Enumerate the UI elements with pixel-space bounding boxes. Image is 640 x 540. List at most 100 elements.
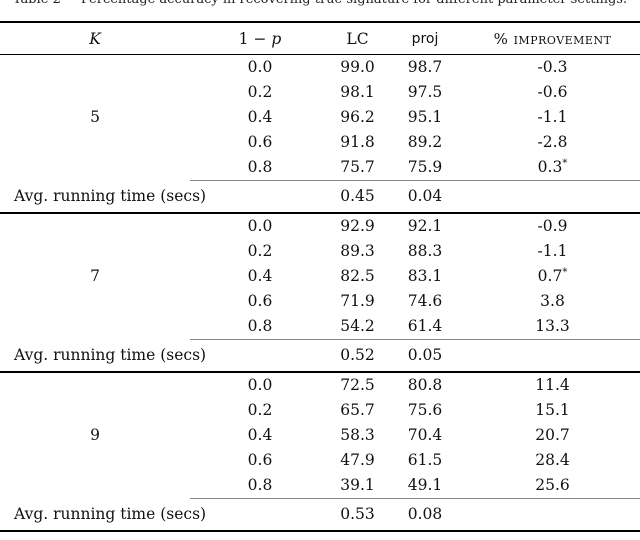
proj-value-cell: 89.2	[407, 132, 443, 151]
table-header-row: K 1 − p LC proj % improvement	[0, 22, 640, 55]
avg-runtime-row: Avg. running time (secs) 0.53 0.08	[0, 498, 640, 532]
avg-runtime-row: Avg. running time (secs) 0.45 0.04	[0, 180, 640, 214]
improvement-value-cell: 15.1	[535, 400, 570, 419]
improvement-value-cell: 0.7*	[537, 266, 568, 285]
improvement-value-cell: 13.3	[535, 316, 570, 335]
k-group-9-avg: Avg. running time (secs) 0.53 0.08	[0, 498, 640, 532]
avg-runtime-row: Avg. running time (secs) 0.52 0.05	[0, 339, 640, 373]
empty-cell	[190, 339, 330, 373]
significance-star: *	[562, 266, 568, 278]
avg-runtime-label: Avg. running time (secs)	[0, 498, 206, 532]
sparsity-cell: 0.8	[247, 316, 273, 335]
proj-value-cell: 49.1	[407, 475, 443, 494]
k-group-9-rows: 9 0.0 72.5 80.8 11.4 0.2 65.7 75.6 15.1 0.4 58.3 70…	[0, 372, 640, 499]
k-value-cell: 7	[90, 267, 100, 285]
lc-value-cell: 58.3	[340, 425, 375, 444]
data-row: 0.4 58.3 70.4 20.7	[0, 423, 640, 448]
sparsity-cell: 0.4	[247, 107, 273, 126]
avg-lc-value: 0.53	[330, 498, 385, 532]
col-header-k: K	[0, 22, 190, 55]
proj-value-cell: 97.5	[407, 82, 443, 101]
avg-proj-value: 0.05	[385, 339, 465, 373]
improvement-value-cell: 20.7	[535, 425, 570, 444]
improvement-value-cell: -0.3	[537, 57, 568, 76]
significance-star: *	[562, 157, 568, 169]
lc-value-cell: 65.7	[340, 400, 375, 419]
table-number: Table 2	[13, 0, 61, 7]
proj-value-cell: 98.7	[407, 57, 443, 76]
k-group-7-avg: Avg. running time (secs) 0.52 0.05	[0, 339, 640, 373]
sparsity-cell: 0.2	[247, 400, 273, 419]
proj-value-cell: 74.6	[407, 291, 443, 310]
data-row: 0.6 71.9 74.6 3.8	[0, 289, 640, 314]
data-row: 0.2 98.1 97.5 -0.6	[0, 80, 640, 105]
improvement-value-cell: 0.3*	[537, 157, 568, 176]
sparsity-cell: 0.6	[247, 450, 273, 469]
table-caption: Table 2 Percentage accuracy in recovering…	[0, 0, 640, 7]
proj-value-cell: 88.3	[407, 241, 443, 260]
data-row: 0.4 96.2 95.1 -1.1	[0, 105, 640, 130]
improvement-value-cell: 3.8	[540, 291, 565, 310]
data-row: 0.2 89.3 88.3 -1.1	[0, 239, 640, 264]
sparsity-cell: 0.0	[247, 375, 273, 394]
k-value-cell: 5	[90, 108, 100, 126]
proj-value-cell: 61.5	[407, 450, 443, 469]
improvement-value-cell: -2.8	[537, 132, 568, 151]
data-row: 9 0.0 72.5 80.8 11.4	[0, 372, 640, 443]
data-row: 0.8 54.2 61.4 13.3	[0, 314, 640, 340]
data-row: 0.6 47.9 61.5 28.4	[0, 448, 640, 473]
lc-value-cell: 47.9	[340, 450, 375, 469]
results-table: K 1 − p LC proj % improvement 5 0.0 99.0 98…	[0, 21, 640, 532]
proj-value-cell: 61.4	[407, 316, 443, 335]
data-row: 0.8 75.7 75.9 0.3*	[0, 155, 640, 181]
lc-value-cell: 91.8	[340, 132, 375, 151]
lc-value-cell: 96.2	[340, 107, 375, 126]
data-row: 0.6 91.8 89.2 -2.8	[0, 130, 640, 155]
data-row: 5 0.0 99.0 98.7 -0.3	[0, 55, 640, 125]
empty-cell	[190, 498, 330, 532]
proj-value-cell: 83.1	[407, 266, 443, 285]
k-group-5-rows: 5 0.0 99.0 98.7 -0.3 0.2 98.1 97.5 -0.6 0.4 96.2 95…	[0, 55, 640, 181]
empty-cell	[190, 180, 330, 214]
lc-value-cell: 92.9	[340, 216, 375, 235]
proj-value-cell: 80.8	[407, 375, 443, 394]
sparsity-cell: 0.0	[247, 216, 273, 235]
proj-value-cell: 75.9	[407, 157, 443, 176]
data-row: 7 0.0 92.9 92.1 -0.9	[0, 213, 640, 284]
sparsity-cell: 0.0	[247, 57, 273, 76]
lc-value-cell: 98.1	[340, 82, 375, 101]
sparsity-cell: 0.6	[247, 291, 273, 310]
data-row: 0.2 65.7 75.6 15.1	[0, 398, 640, 423]
empty-cell	[465, 498, 640, 532]
avg-proj-value: 0.04	[385, 180, 465, 214]
improvement-value-cell: 28.4	[535, 450, 570, 469]
sparsity-cell: 0.2	[247, 241, 273, 260]
improvement-value-cell: 25.6	[535, 475, 570, 494]
lc-value-cell: 75.7	[340, 157, 375, 176]
empty-cell	[465, 339, 640, 373]
lc-value-cell: 71.9	[340, 291, 375, 310]
proj-value-cell: 75.6	[407, 400, 443, 419]
improvement-value-cell: -0.6	[537, 82, 568, 101]
data-row: 0.4 82.5 83.1 0.7*	[0, 264, 640, 289]
avg-proj-value: 0.08	[385, 498, 465, 532]
sparsity-cell: 0.4	[247, 425, 273, 444]
lc-value-cell: 89.3	[340, 241, 375, 260]
col-header-improvement: % improvement	[465, 22, 640, 55]
avg-runtime-label: Avg. running time (secs)	[0, 180, 206, 214]
avg-runtime-label: Avg. running time (secs)	[0, 339, 206, 373]
sparsity-cell: 0.8	[247, 475, 273, 494]
lc-value-cell: 82.5	[340, 266, 375, 285]
empty-cell	[465, 180, 640, 214]
improvement-value-cell: -1.1	[537, 241, 568, 260]
k-group-7-rows: 7 0.0 92.9 92.1 -0.9 0.2 89.3 88.3 -1.1 0.4 82.5 83…	[0, 213, 640, 340]
k-group-5-avg: Avg. running time (secs) 0.45 0.04	[0, 180, 640, 214]
proj-value-cell: 95.1	[407, 107, 443, 126]
sparsity-cell: 0.4	[247, 266, 273, 285]
improvement-value-cell: -0.9	[537, 216, 568, 235]
lc-value-cell: 72.5	[340, 375, 375, 394]
col-header-lc: LC	[330, 22, 385, 55]
proj-value-cell: 92.1	[407, 216, 443, 235]
table-caption-text: Percentage accuracy in recovering true s…	[81, 0, 627, 7]
